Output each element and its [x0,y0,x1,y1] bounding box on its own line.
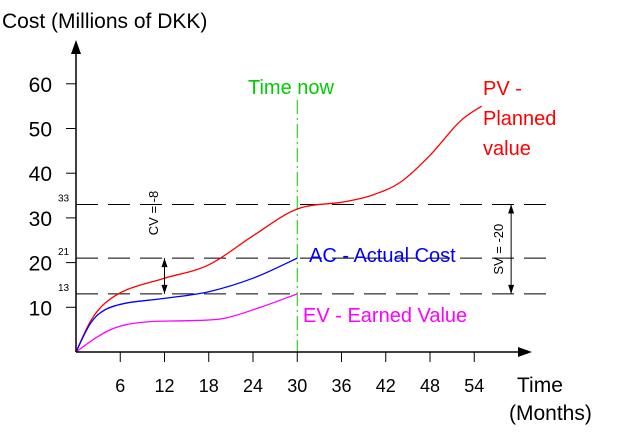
sv-arrow-head-bottom [508,284,515,294]
x-tick-label-36: 36 [331,376,351,396]
y-axis-title: Cost (Millions of DKK) [2,10,207,33]
x-tick-label-42: 42 [376,376,396,396]
labels-layer: Cost (Millions of DKK) Time (Months) Tim… [2,10,592,425]
x-tick-label-6: 6 [115,376,125,396]
x-tick-label-54: 54 [464,376,484,396]
x-tick-label-48: 48 [420,376,440,396]
ev-label: EV - Earned Value [303,305,467,327]
y-tick-label-50: 50 [29,119,52,142]
x-tick-label-12: 12 [154,376,174,396]
x-axis-arrow [518,347,532,357]
sv-arrow-head-top [508,204,515,214]
x-tick-label-30: 30 [287,376,307,396]
pv-label-line3: value [483,138,531,160]
y-tick-label-40: 40 [29,163,52,186]
axes [71,40,532,357]
cv-arrow-head-top [161,258,168,268]
cv-label: CV = -8 [146,191,161,235]
y-tick-label-60: 60 [29,74,52,97]
ticks: 6 12 18 24 30 36 42 48 54 10 20 30 40 50 60 [29,74,485,396]
ev-series-line [75,293,298,353]
x-axis-title-line2: (Months) [509,402,592,425]
cv-arrow-head-bottom [161,284,168,294]
reference-lines: 33 21 13 [58,193,556,295]
reference-value-33: 33 [58,193,70,204]
reference-value-21: 21 [58,247,70,258]
y-tick-label-10: 10 [29,297,52,320]
reference-value-13: 13 [58,283,70,294]
pv-label-line2: Planned [483,108,556,130]
variance-layer: CV = -8 SV = -20 [146,191,515,294]
pv-label-line1: PV - [483,78,522,100]
pv-series-line [75,105,482,353]
x-tick-label-24: 24 [243,376,263,396]
y-tick-label-20: 20 [29,253,52,276]
ac-label: AC - Actual Cost [309,245,456,267]
sv-label: SV = -20 [491,224,506,275]
y-tick-label-30: 30 [29,208,52,231]
series-layer [75,105,482,353]
ac-series-line [75,257,298,353]
time-now-label: Time now [248,77,335,99]
x-axis-title-line1: Time [517,374,563,397]
y-axis-arrow [71,40,81,54]
x-tick-label-18: 18 [199,376,219,396]
